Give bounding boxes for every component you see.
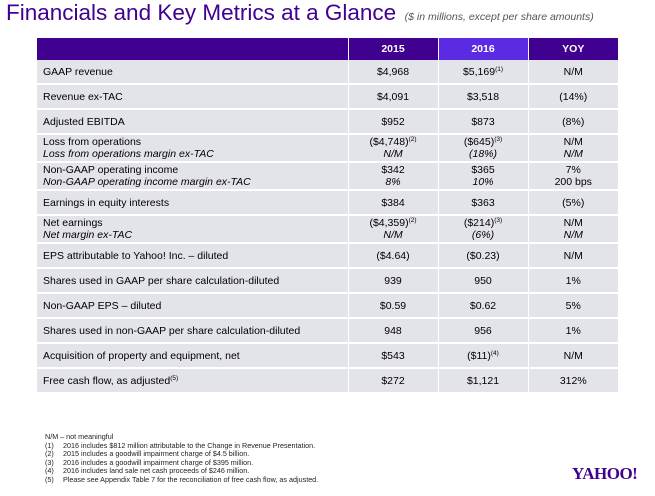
financials-table: 2015 2016 YOY GAAP revenue $4,968 $5,169… <box>37 38 618 394</box>
footnote-ref: (1) <box>495 65 504 73</box>
cell-2016: ($645)(3) (18%) <box>438 134 529 163</box>
cell-2015: $543 <box>348 343 439 369</box>
footnote-item: (2) 2015 includes a goodwill impairment c… <box>45 449 250 459</box>
cell-yoy: 7% 200 bps <box>528 162 618 191</box>
row-label: Revenue ex-TAC <box>37 84 349 110</box>
footnote-ref: (4) <box>490 349 499 357</box>
row-label: EPS attributable to Yahoo! Inc. – dilute… <box>37 243 349 269</box>
row-label: Earnings in equity interests <box>37 190 349 216</box>
table-row: Shares used in non-GAAP per share calcul… <box>37 318 618 344</box>
cell-2016: $5,169(1) <box>438 60 529 85</box>
row-label: Acquisition of property and equipment, n… <box>37 343 349 369</box>
cell-2015: 948 <box>348 318 439 344</box>
cell-2016: $1,121 <box>438 368 529 394</box>
cell-2016: $3,518 <box>438 84 529 110</box>
table-row: Free cash flow, as adjusted(5) $272 $1,1… <box>37 368 618 394</box>
row-label-main: Net earnings <box>43 217 103 229</box>
header-yoy: YOY <box>528 38 618 60</box>
cell-yoy: 312% <box>528 368 618 394</box>
footnote-item: (4) 2016 includes land sale net cash proc… <box>45 466 250 476</box>
header-2015: 2015 <box>348 38 439 60</box>
cell-2015: ($4.64) <box>348 243 439 269</box>
cell-2015: ($4,359)(2) N/M <box>348 215 439 244</box>
cell-2016: $0.62 <box>438 293 529 319</box>
cell-2016: $873 <box>438 109 529 135</box>
row-label: Shares used in GAAP per share calculatio… <box>37 268 349 294</box>
cell-2015: $384 <box>348 190 439 216</box>
cell-2016: 950 <box>438 268 529 294</box>
cell-2015: $4,968 <box>348 60 439 85</box>
table-row: Adjusted EBITDA $952 $873 (8%) <box>37 109 618 135</box>
cell-2016: 956 <box>438 318 529 344</box>
table-row: Non-GAAP operating income Non-GAAP opera… <box>37 162 618 191</box>
table-row: Non-GAAP EPS – diluted $0.59 $0.62 5% <box>37 293 618 319</box>
footnotes: N/M – not meaningful (1) 2016 includes $8… <box>45 432 319 485</box>
table-row: Revenue ex-TAC $4,091 $3,518 (14%) <box>37 84 618 110</box>
cell-2015: $952 <box>348 109 439 135</box>
header-label <box>37 38 349 60</box>
table-header-row: 2015 2016 YOY <box>37 38 618 60</box>
cell-yoy: 1% <box>528 268 618 294</box>
cell-2015: $272 <box>348 368 439 394</box>
cell-yoy: 5% <box>528 293 618 319</box>
title-subtitle: ($ in millions, except per share amounts… <box>404 11 594 23</box>
cell-2016: ($11)(4) <box>438 343 529 369</box>
cell-2016: $365 10% <box>438 162 529 191</box>
footnote-item: (1) 2016 includes $812 million attributab… <box>45 440 316 450</box>
cell-yoy: N/M N/M <box>528 215 618 244</box>
cell-yoy: N/M <box>528 243 618 269</box>
footnote-item: (5) Please see Appendix Table 7 for the r… <box>45 474 319 484</box>
footnote-ref: (5) <box>170 374 179 382</box>
yahoo-logo: YAHOO! <box>572 464 638 483</box>
header-2016: 2016 <box>438 38 529 60</box>
table-row: GAAP revenue $4,968 $5,169(1) N/M <box>37 60 618 85</box>
row-label-main: Loss from operations <box>43 136 142 148</box>
cell-2016: ($214)(3) (6%) <box>438 215 529 244</box>
cell-2016: ($0.23) <box>438 243 529 269</box>
footnote-item: (3) 2016 includes a goodwill impairment c… <box>45 457 254 467</box>
cell-yoy: N/M <box>528 343 618 369</box>
cell-2015: 939 <box>348 268 439 294</box>
cell-yoy: (14%) <box>528 84 618 110</box>
footnote-ref: (3) <box>494 136 503 143</box>
row-label: Non-GAAP EPS – diluted <box>37 293 349 319</box>
row-label-sub: Non-GAAP operating income margin ex-TAC <box>43 176 251 188</box>
row-label-sub: Loss from operations margin ex-TAC <box>43 148 214 160</box>
row-label: Loss from operations Loss from operation… <box>37 134 349 163</box>
row-label: Free cash flow, as adjusted(5) <box>37 368 349 394</box>
table-row: EPS attributable to Yahoo! Inc. – dilute… <box>37 243 618 269</box>
table-row: Earnings in equity interests $384 $363 (… <box>37 190 618 216</box>
cell-2016: $363 <box>438 190 529 216</box>
cell-2015: $4,091 <box>348 84 439 110</box>
cell-yoy: N/M <box>528 60 618 85</box>
row-label: Shares used in non-GAAP per share calcul… <box>37 318 349 344</box>
table-row: Net earnings Net margin ex-TAC ($4,359)(… <box>37 215 618 244</box>
title-text: Financials and Key Metrics at a Glance <box>6 0 397 25</box>
row-label: GAAP revenue <box>37 60 349 85</box>
row-label: Non-GAAP operating income Non-GAAP opera… <box>37 162 349 191</box>
row-label: Adjusted EBITDA <box>37 109 349 135</box>
footnote-ref: (2) <box>408 136 417 143</box>
cell-yoy: N/M N/M <box>528 134 618 163</box>
row-label: Net earnings Net margin ex-TAC <box>37 215 349 244</box>
cell-2015: ($4,748)(2) N/M <box>348 134 439 163</box>
footnote-ref: (2) <box>408 217 417 224</box>
cell-yoy: (8%) <box>528 109 618 135</box>
footnote-nm: N/M – not meaningful <box>45 432 114 441</box>
cell-yoy: (5%) <box>528 190 618 216</box>
row-label-main: Non-GAAP operating income <box>43 164 179 176</box>
footnote-ref: (3) <box>494 217 503 224</box>
page-title: Financials and Key Metrics at a Glance (… <box>6 0 594 26</box>
table-row: Shares used in GAAP per share calculatio… <box>37 268 618 294</box>
table-row: Loss from operations Loss from operation… <box>37 134 618 163</box>
row-label-sub: Net margin ex-TAC <box>43 229 133 241</box>
table-row: Acquisition of property and equipment, n… <box>37 343 618 369</box>
cell-yoy: 1% <box>528 318 618 344</box>
cell-2015: $342 8% <box>348 162 439 191</box>
cell-2015: $0.59 <box>348 293 439 319</box>
